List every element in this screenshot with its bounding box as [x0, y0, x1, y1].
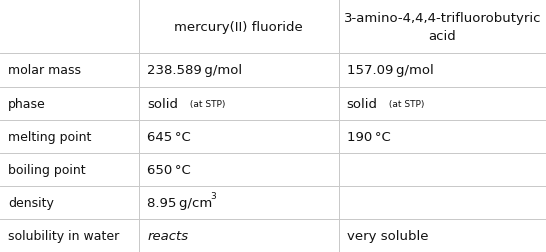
- Text: density: density: [8, 196, 54, 209]
- Text: solid: solid: [347, 97, 378, 110]
- Text: boiling point: boiling point: [8, 163, 86, 176]
- Text: (at STP): (at STP): [187, 99, 225, 108]
- Text: solid: solid: [147, 97, 179, 110]
- Text: solubility in water: solubility in water: [8, 229, 120, 242]
- Text: mercury(II) fluoride: mercury(II) fluoride: [175, 21, 303, 34]
- Text: 3-amino-4,4,4-trifluorobutyric
acid: 3-amino-4,4,4-trifluorobutyric acid: [343, 12, 541, 43]
- Text: (at STP): (at STP): [386, 99, 424, 108]
- Text: 645 °C: 645 °C: [147, 130, 191, 143]
- Text: 3: 3: [210, 191, 216, 200]
- Text: molar mass: molar mass: [8, 64, 81, 77]
- Text: 650 °C: 650 °C: [147, 163, 191, 176]
- Text: 8.95 g/cm: 8.95 g/cm: [147, 196, 213, 209]
- Text: reacts: reacts: [147, 229, 188, 242]
- Text: 238.589 g/mol: 238.589 g/mol: [147, 64, 242, 77]
- Text: 190 °C: 190 °C: [347, 130, 390, 143]
- Text: 157.09 g/mol: 157.09 g/mol: [347, 64, 434, 77]
- Text: phase: phase: [8, 97, 46, 110]
- Text: melting point: melting point: [8, 130, 92, 143]
- Text: very soluble: very soluble: [347, 229, 428, 242]
